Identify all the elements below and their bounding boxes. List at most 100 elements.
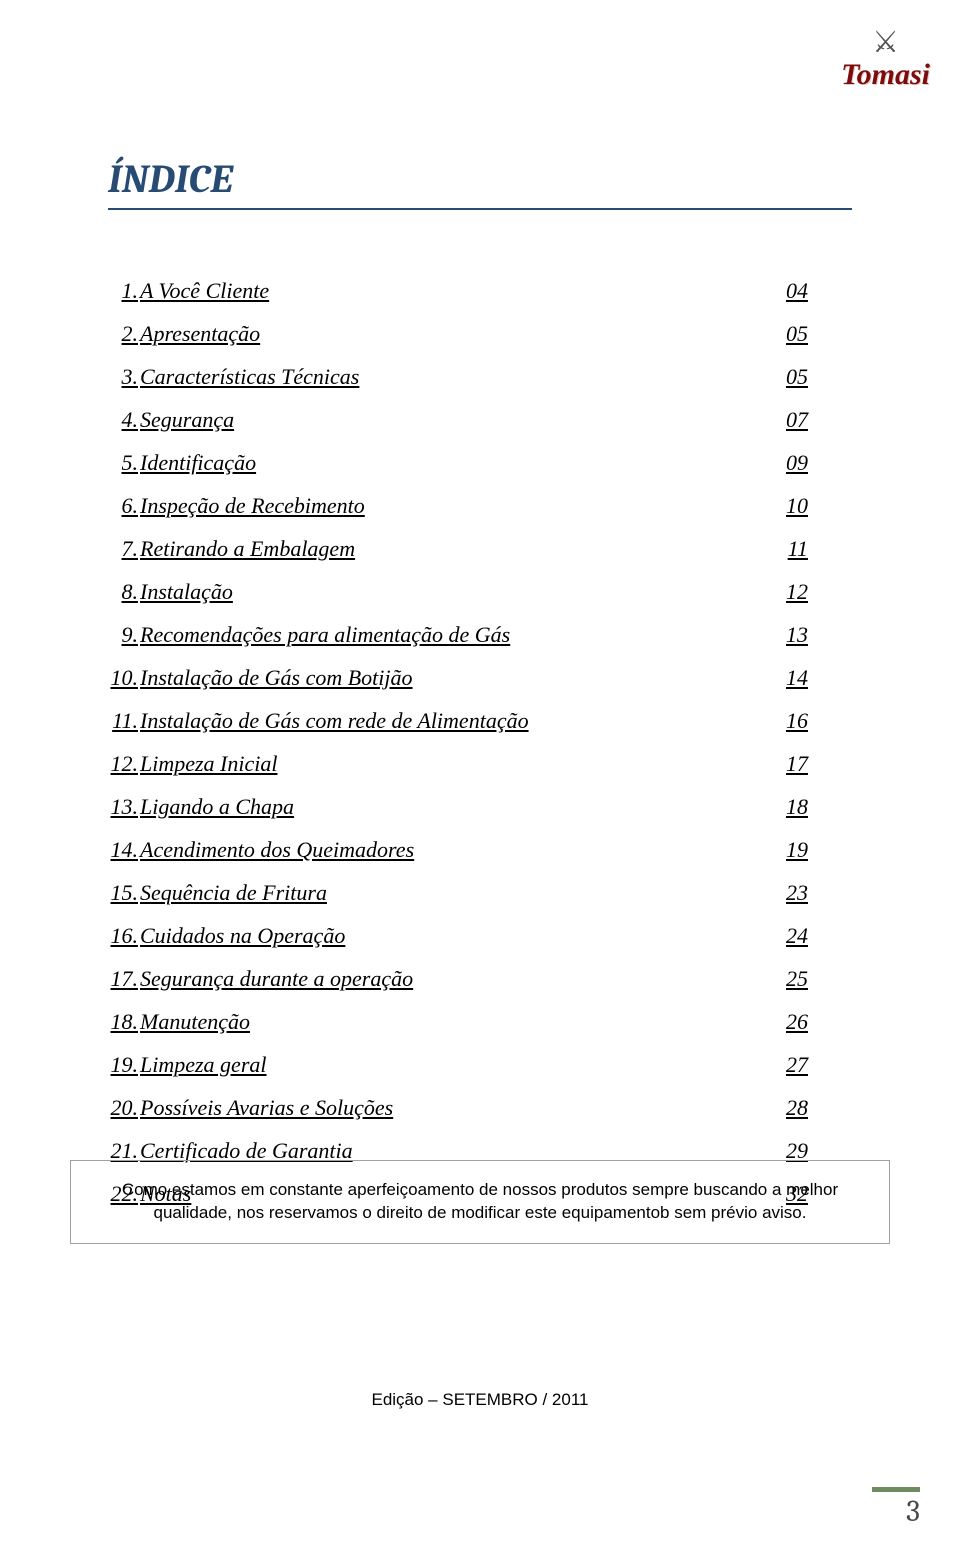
toc-number: 2. <box>108 323 138 345</box>
toc-label: Sequência de Fritura <box>138 882 327 904</box>
toc-row: 6. Inspeção de Recebimento 10 <box>108 495 808 517</box>
toc-page: 16 <box>768 710 808 732</box>
title-block: ÍNDICE <box>108 156 852 210</box>
toc-leader-line <box>510 624 768 646</box>
toc-row: 16. Cuidados na Operação 24 <box>108 925 808 947</box>
toc-number: 9. <box>108 624 138 646</box>
toc-number: 16. <box>108 925 138 947</box>
toc-number: 21. <box>108 1140 138 1162</box>
toc-leader-line <box>414 839 768 861</box>
toc-number: 11. <box>108 710 138 732</box>
toc-label: Inspeção de Recebimento <box>138 495 365 517</box>
toc-page: 24 <box>768 925 808 947</box>
toc-row: 7. Retirando a Embalagem 11 <box>108 538 808 560</box>
table-of-contents: 1. A Você Cliente 04 2. Apresentação 05 3. C… <box>108 280 808 1226</box>
toc-label: Possíveis Avarias e Soluções <box>138 1097 393 1119</box>
toc-number: 19. <box>108 1054 138 1076</box>
toc-number: 6. <box>108 495 138 517</box>
toc-leader-line <box>278 753 769 775</box>
toc-label: Segurança <box>138 409 234 431</box>
toc-row: 15. Sequência de Fritura 23 <box>108 882 808 904</box>
toc-number: 5. <box>108 452 138 474</box>
toc-row: 11. Instalação de Gás com rede de Alimen… <box>108 710 808 732</box>
toc-number: 20. <box>108 1097 138 1119</box>
toc-row: 12. Limpeza Inicial17 <box>108 753 808 775</box>
toc-number: 7. <box>108 538 138 560</box>
toc-label: Manutenção <box>138 1011 250 1033</box>
toc-page: 13 <box>768 624 808 646</box>
toc-label: A Você Cliente <box>138 280 269 302</box>
toc-leader-line <box>365 495 768 517</box>
toc-label: Apresentação <box>138 323 260 345</box>
toc-page: 12 <box>768 581 808 603</box>
toc-label: Segurança durante a operação <box>138 968 413 990</box>
toc-page: 23 <box>768 882 808 904</box>
document-page: ⚔ Tomasi ÍNDICE 1. A Você Cliente 04 2. Ap… <box>0 0 960 1559</box>
toc-label: Limpeza geral <box>138 1054 267 1076</box>
toc-number: 8. <box>108 581 138 603</box>
toc-row: 10. Instalação de Gás com Botijão14 <box>108 667 808 689</box>
toc-label: Recomendações para alimentação de Gás <box>138 624 510 646</box>
page-title: ÍNDICE <box>108 156 852 202</box>
toc-number: 17. <box>108 968 138 990</box>
title-rule <box>108 208 852 210</box>
toc-page: 26 <box>768 1011 808 1033</box>
page-number: 3 <box>906 1494 920 1529</box>
toc-number: 13. <box>108 796 138 818</box>
toc-leader-line <box>413 968 768 990</box>
toc-leader-line <box>250 1011 768 1033</box>
toc-row: 2. Apresentação 05 <box>108 323 808 345</box>
notice-box: Como estamos em constante aperfeiçoament… <box>70 1160 890 1244</box>
toc-leader-line <box>327 882 768 904</box>
toc-leader-line <box>294 796 768 818</box>
toc-row: 19. Limpeza geral 27 <box>108 1054 808 1076</box>
toc-page: 11 <box>768 538 808 560</box>
toc-number: 15. <box>108 882 138 904</box>
toc-row: 14. Acendimento dos Queimadores19 <box>108 839 808 861</box>
toc-number: 4. <box>108 409 138 431</box>
toc-label: Cuidados na Operação <box>138 925 345 947</box>
toc-page: 04 <box>768 280 808 302</box>
toc-page: 19 <box>768 839 808 861</box>
toc-leader-line <box>234 409 768 431</box>
toc-page: 29 <box>768 1140 808 1162</box>
toc-number: 18. <box>108 1011 138 1033</box>
toc-label: Instalação de Gás com rede de Alimentaçã… <box>138 710 529 732</box>
toc-leader-line <box>269 280 768 302</box>
toc-page: 05 <box>768 323 808 345</box>
toc-leader-line <box>353 1140 768 1162</box>
toc-page: 09 <box>768 452 808 474</box>
toc-leader-line <box>359 366 768 388</box>
toc-number: 1. <box>108 280 138 302</box>
page-number-bar <box>872 1487 920 1492</box>
toc-row: 18. Manutenção 26 <box>108 1011 808 1033</box>
toc-number: 10. <box>108 667 138 689</box>
toc-label: Retirando a Embalagem <box>138 538 355 560</box>
toc-row: 21. Certificado de Garantia 29 <box>108 1140 808 1162</box>
toc-leader-line <box>393 1097 768 1119</box>
toc-page: 10 <box>768 495 808 517</box>
toc-row: 9. Recomendações para alimentação de Gás… <box>108 624 808 646</box>
toc-leader-line <box>260 323 768 345</box>
toc-leader-line <box>233 581 768 603</box>
toc-row: 5. Identificação09 <box>108 452 808 474</box>
toc-row: 4. Segurança 07 <box>108 409 808 431</box>
toc-label: Certificado de Garantia <box>138 1140 353 1162</box>
toc-leader-line <box>345 925 768 947</box>
toc-page: 28 <box>768 1097 808 1119</box>
toc-page: 07 <box>768 409 808 431</box>
edition-text: Edição – SETEMBRO / 2011 <box>0 1390 960 1410</box>
toc-page: 05 <box>768 366 808 388</box>
toc-leader-line <box>413 667 768 689</box>
toc-page: 18 <box>768 796 808 818</box>
toc-label: Limpeza Inicial <box>138 753 278 775</box>
brand-logo: ⚔ Tomasi <box>841 28 930 92</box>
toc-row: 20. Possíveis Avarias e Soluções 28 <box>108 1097 808 1119</box>
toc-page: 14 <box>768 667 808 689</box>
toc-page: 27 <box>768 1054 808 1076</box>
toc-page: 17 <box>768 753 808 775</box>
toc-number: 3. <box>108 366 138 388</box>
toc-label: Ligando a Chapa <box>138 796 294 818</box>
toc-label: Instalação <box>138 581 233 603</box>
toc-leader-line <box>529 710 768 732</box>
